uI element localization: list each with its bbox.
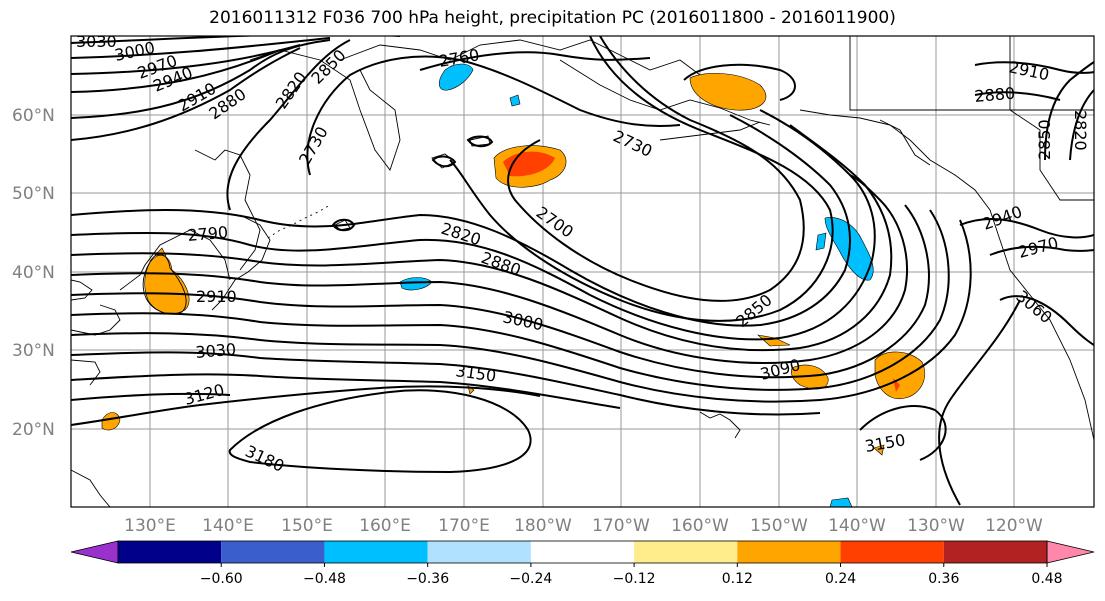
- map-title: 2016011312 F036 700 hPa height, precipit…: [209, 8, 896, 28]
- colorbar-tick-label: −0.24: [509, 571, 552, 587]
- colorbar-tick-label: −0.36: [406, 571, 449, 587]
- colorbar-tick-label: −0.48: [303, 571, 346, 587]
- colorbar-swatch: [118, 541, 222, 563]
- colorbar-swatch: [943, 541, 1047, 563]
- colorbar-tick-label: −0.12: [613, 571, 656, 587]
- colorbar-extension-high: [1046, 540, 1095, 564]
- lon-label: 120°W: [985, 516, 1043, 536]
- lon-label: 140°W: [828, 516, 886, 536]
- colorbar-tick-label: 0.12: [722, 571, 753, 587]
- colorbar-swatch: [737, 541, 841, 563]
- colorbar-swatch: [530, 541, 635, 563]
- lon-label: 150°E: [281, 516, 333, 536]
- contour-label: 2820: [1071, 110, 1090, 151]
- contour-label: 2790: [187, 223, 229, 245]
- colorbar-swatch: [634, 541, 738, 563]
- colorbar-extension-low: [70, 540, 119, 564]
- contour-label: 2850: [1035, 119, 1054, 160]
- precip-shading: [101, 63, 926, 507]
- latitude-labels: 60°N 50°N 40°N 30°N 20°N: [12, 106, 55, 440]
- height-contours: [71, 36, 1094, 506]
- lat-label: 40°N: [12, 263, 55, 283]
- lat-label: 20°N: [12, 420, 55, 440]
- lon-label: 130°E: [124, 516, 176, 536]
- map-border: [70, 35, 1095, 508]
- lon-label: 150°W: [750, 516, 808, 536]
- colorbar-swatch: [324, 541, 428, 563]
- lon-label: 160°E: [359, 516, 411, 536]
- lat-label: 30°N: [12, 341, 55, 361]
- lon-label: 170°W: [592, 516, 650, 536]
- lon-label: 160°W: [671, 516, 729, 536]
- colorbar: −0.60 −0.48 −0.36 −0.24 −0.12 0.12 0.24 0.36 0.4…: [70, 540, 1095, 587]
- colorbar-tick-label: 0.48: [1031, 571, 1062, 587]
- contour-label: 2910: [196, 287, 237, 306]
- lon-label: 140°E: [202, 516, 254, 536]
- colorbar-swatch: [840, 541, 944, 563]
- lat-label: 60°N: [12, 106, 55, 126]
- lon-label: 130°W: [907, 516, 965, 536]
- colorbar-tick-label: 0.36: [928, 571, 959, 587]
- colorbar-tick-label: −0.60: [200, 571, 243, 587]
- colorbar-swatch: [221, 541, 325, 563]
- longitude-labels: 130°E 140°E 150°E 160°E 170°E 180°W 170°…: [124, 516, 1043, 536]
- colorbar-border: [117, 540, 1048, 564]
- colorbar-tick-label: 0.24: [825, 571, 856, 587]
- lon-label: 180°W: [514, 516, 572, 536]
- lat-label: 50°N: [12, 184, 55, 204]
- contour-label: 2880: [974, 84, 1016, 106]
- lon-label: 170°E: [438, 516, 490, 536]
- contour-label: 3030: [195, 340, 237, 362]
- colorbar-swatch: [427, 541, 531, 563]
- contour-label: 3030: [76, 32, 117, 51]
